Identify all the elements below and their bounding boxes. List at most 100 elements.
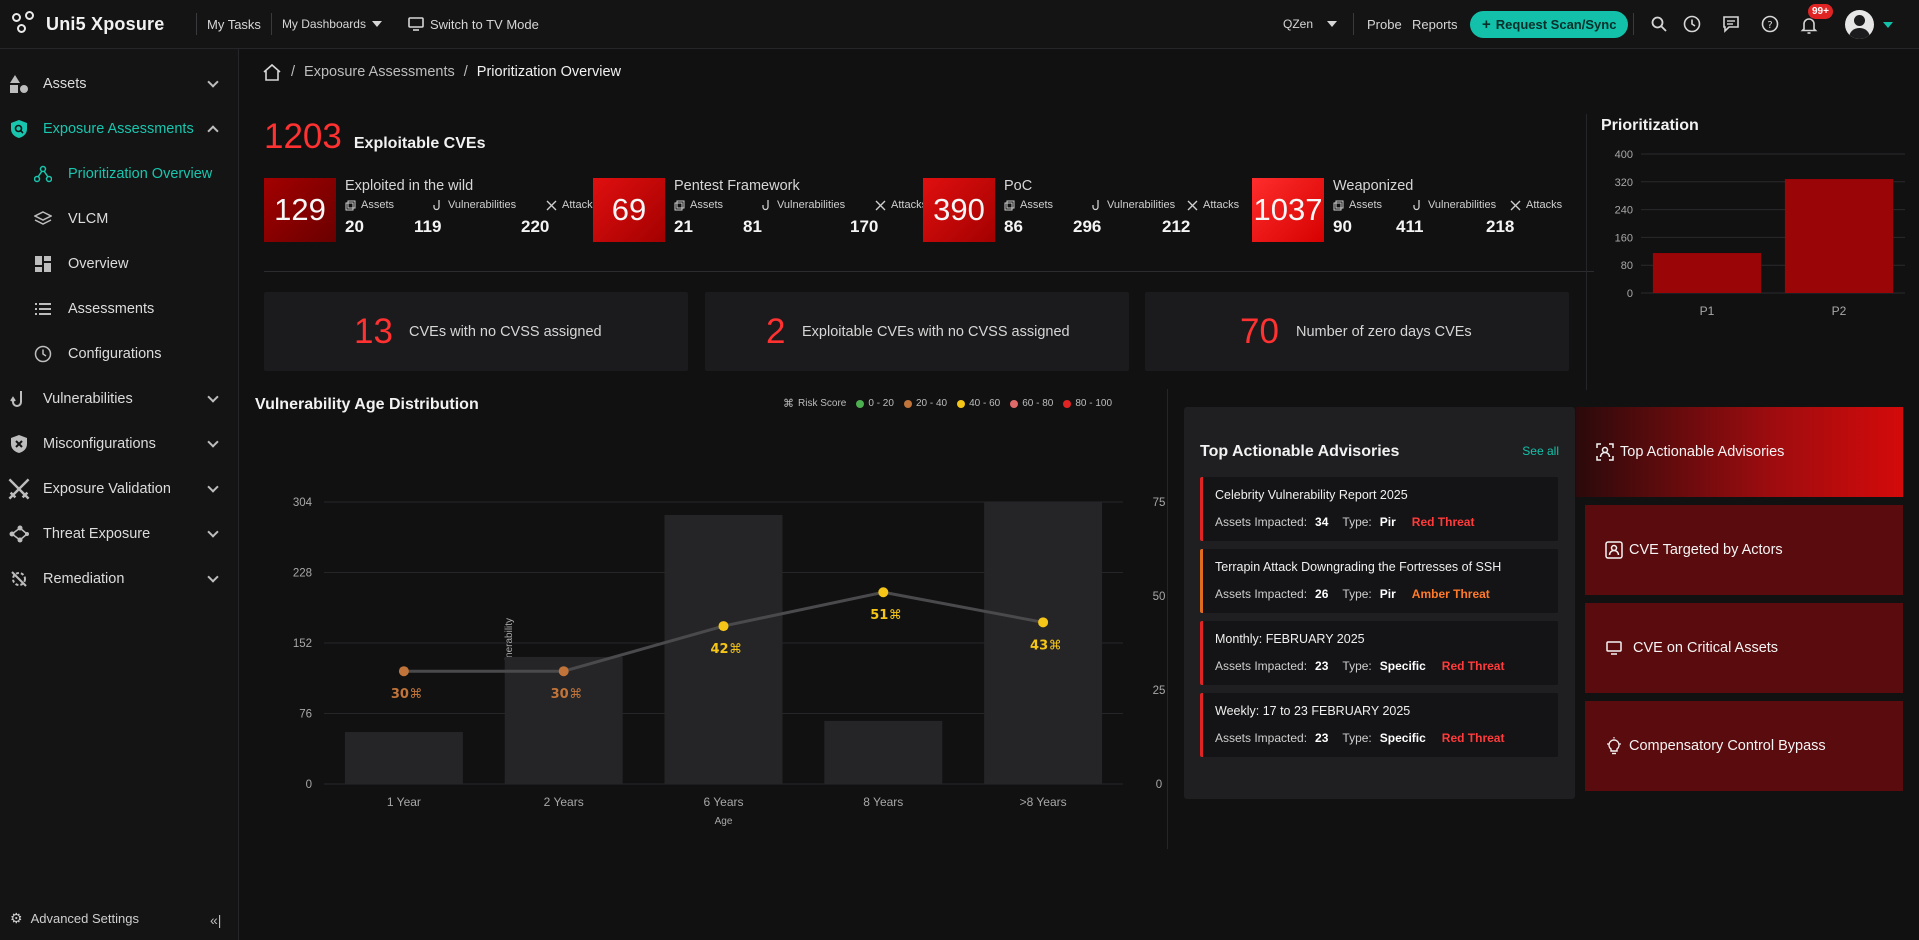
- vulnerabilities-metric-label: Vulnerabilities: [761, 199, 845, 211]
- sidebar-item-label: Assets: [43, 76, 87, 92]
- stat-cves-no-cvss[interactable]: 13 CVEs with no CVSS assigned: [264, 292, 688, 371]
- avatar[interactable]: [1845, 10, 1874, 39]
- chevron-down-icon: [207, 76, 219, 88]
- advisory-title: Terrapin Attack Downgrading the Fortress…: [1215, 560, 1502, 574]
- advanced-settings-link[interactable]: ⚙ Advanced Settings: [10, 910, 139, 927]
- sidebar-item-overview[interactable]: Overview: [0, 242, 239, 286]
- brand-name: Uni5 Xposure: [46, 13, 165, 34]
- top-advisories-panel: Top Actionable Advisories See all Celebr…: [1184, 407, 1575, 799]
- legend-item[interactable]: 60 - 80: [1010, 398, 1053, 409]
- notification-badge: 99+: [1808, 4, 1833, 19]
- my-tasks-link[interactable]: My Tasks: [207, 16, 261, 32]
- clock-icon[interactable]: [1683, 15, 1701, 33]
- stat-zero-day-cves[interactable]: 70 Number of zero days CVEs: [1145, 292, 1569, 371]
- risk-score-label: 30: [551, 687, 569, 702]
- sidebar-item-configurations[interactable]: Configurations: [0, 332, 239, 376]
- category-exploited-in-the-wild[interactable]: 129 Exploited in the wild Assets Vulnera…: [264, 178, 598, 242]
- sidebar-item-vlcm[interactable]: VLCM: [0, 197, 239, 241]
- see-all-link[interactable]: See all: [1522, 444, 1559, 458]
- sidebar-item-label: VLCM: [68, 211, 109, 227]
- command-icon: ⌘: [1049, 638, 1062, 653]
- tab-compensatory-control-bypass[interactable]: Compensatory Control Bypass: [1585, 701, 1903, 791]
- stat-label: CVEs with no CVSS assigned: [409, 324, 602, 340]
- help-icon[interactable]: ?: [1761, 15, 1779, 33]
- brand-logo[interactable]: Uni5 Xposure: [12, 11, 186, 37]
- x-tick-label: 8 Years: [863, 795, 903, 809]
- risk-score-point: [558, 666, 569, 677]
- network-icon: [34, 165, 52, 183]
- tv-mode-button[interactable]: Switch to TV Mode: [408, 17, 539, 32]
- legend-item[interactable]: 80 - 100: [1063, 398, 1112, 409]
- hook-icon: [433, 199, 440, 210]
- sidebar-item-assessments[interactable]: Assessments: [0, 287, 239, 331]
- sidebar-item-threat-exposure[interactable]: Threat Exposure: [0, 512, 239, 556]
- category-title: Pentest Framework: [674, 178, 800, 194]
- x-axis-label: Age: [715, 816, 733, 827]
- stat-exploitable-no-cvss[interactable]: 2 Exploitable CVEs with no CVSS assigned: [705, 292, 1129, 371]
- probe-link[interactable]: Probe: [1367, 16, 1402, 32]
- command-icon: ⌘: [409, 687, 422, 702]
- chat-icon[interactable]: [1722, 15, 1740, 33]
- stat-value: 2: [766, 312, 786, 351]
- sidebar-item-vulnerabilities[interactable]: Vulnerabilities: [0, 377, 239, 421]
- collapse-sidebar-icon[interactable]: «|: [210, 912, 222, 928]
- command-icon: ⌘: [569, 687, 582, 702]
- tab-cve-targeted-by-actors[interactable]: CVE Targeted by Actors: [1585, 505, 1903, 595]
- sidebar-item-label: Vulnerabilities: [43, 391, 133, 407]
- breadcrumb-parent[interactable]: Exposure Assessments: [304, 64, 455, 80]
- request-scan-label: Request Scan/Sync: [1495, 17, 1617, 32]
- category-count: 69: [593, 178, 665, 242]
- advisory-card[interactable]: Weekly: 17 to 23 FEBRUARY 2025 Assets Im…: [1200, 693, 1558, 757]
- attacks-metric-label: Attacks: [1187, 199, 1239, 211]
- y-tick-label: 240: [1615, 205, 1633, 217]
- monitor-icon: [1606, 641, 1622, 655]
- sidebar-item-label: Prioritization Overview: [68, 166, 213, 182]
- swords-icon: [546, 200, 557, 210]
- sidebar-item-label: Exposure Assessments: [43, 121, 194, 137]
- request-scan-button[interactable]: + Request Scan/Sync: [1470, 11, 1629, 38]
- attacks-metric-label: Attacks: [875, 199, 927, 211]
- copy-icon: [1333, 200, 1344, 210]
- home-icon[interactable]: [262, 63, 282, 81]
- advisory-card[interactable]: Terrapin Attack Downgrading the Fortress…: [1200, 549, 1558, 613]
- category-pentest-framework[interactable]: 69 Pentest Framework Assets Vulnerabilit…: [593, 178, 927, 242]
- list-icon: [35, 303, 51, 315]
- risk-score-point: [398, 666, 409, 677]
- reports-link[interactable]: Reports: [1412, 16, 1458, 32]
- avatar-caret-icon[interactable]: [1883, 22, 1893, 28]
- risk-score-point: [718, 621, 729, 632]
- sidebar-item-misconfigurations[interactable]: Misconfigurations: [0, 422, 239, 466]
- y2-tick-label: 25: [1153, 685, 1166, 697]
- tab-top-actionable-advisories[interactable]: Top Actionable Advisories: [1576, 407, 1903, 497]
- search-icon[interactable]: [1651, 16, 1667, 32]
- legend-item[interactable]: 0 - 20: [856, 398, 894, 409]
- x-tick-label: P2: [1832, 304, 1847, 318]
- sidebar-item-prioritization-overview[interactable]: Prioritization Overview: [0, 152, 239, 196]
- assets-value: 20: [345, 217, 364, 236]
- sidebar-item-remediation[interactable]: Remediation: [0, 557, 239, 601]
- chevron-down-icon: [371, 21, 382, 27]
- category-count: 390: [923, 178, 995, 242]
- divider: [196, 13, 197, 35]
- exploitable-cves-total[interactable]: 1203: [264, 117, 342, 156]
- advisory-card[interactable]: Celebrity Vulnerability Report 2025 Asse…: [1200, 477, 1558, 541]
- legend-item[interactable]: 40 - 60: [957, 398, 1000, 409]
- assets-metric-label: Assets: [1004, 199, 1053, 211]
- legend-item[interactable]: ⌘ Risk Score: [783, 398, 847, 410]
- category-poc[interactable]: 390 PoC Assets Vulnerabilities Attacks 8…: [923, 178, 1241, 242]
- my-dashboards-dropdown[interactable]: My Dashboards: [282, 17, 382, 31]
- legend-item[interactable]: 20 - 40: [903, 398, 947, 409]
- bell-icon[interactable]: [1800, 16, 1818, 34]
- sidebar-item-assets[interactable]: Assets: [0, 62, 239, 106]
- tenant-selector[interactable]: QZen: [1283, 17, 1338, 31]
- advisory-card[interactable]: Monthly: FEBRUARY 2025 Assets Impacted: 2…: [1200, 621, 1558, 685]
- tab-cve-on-critical-assets[interactable]: CVE on Critical Assets: [1585, 603, 1903, 693]
- risk-score-point: [1038, 617, 1049, 628]
- sidebar-item-exposure-validation[interactable]: Exposure Validation: [0, 467, 239, 511]
- y-tick-label: 0: [306, 779, 312, 791]
- sidebar-item-exposure-assessments[interactable]: Exposure Assessments: [0, 107, 239, 151]
- x-tick-label: >8 Years: [1020, 795, 1067, 809]
- category-weaponized[interactable]: 1037 Weaponized Assets Vulnerabilities A…: [1252, 178, 1570, 242]
- chevron-down-icon: [207, 481, 219, 493]
- swords-icon: [8, 478, 30, 500]
